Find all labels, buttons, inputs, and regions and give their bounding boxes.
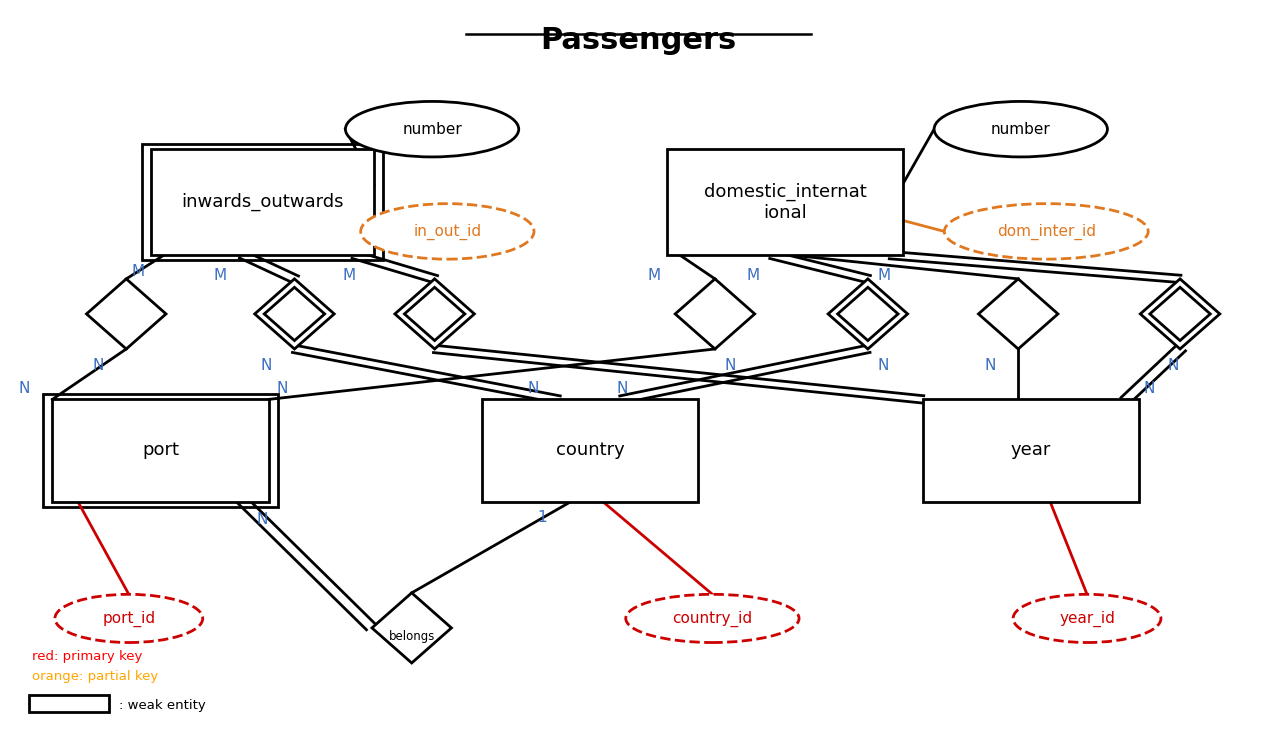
Ellipse shape (626, 594, 799, 643)
Polygon shape (405, 287, 465, 341)
Polygon shape (978, 279, 1057, 349)
Text: M: M (877, 268, 890, 283)
Text: orange: partial key: orange: partial key (32, 670, 158, 683)
Text: N: N (19, 381, 31, 396)
Polygon shape (838, 287, 898, 341)
Text: number: number (402, 122, 462, 136)
Polygon shape (1149, 287, 1211, 341)
Text: red: primary key: red: primary key (32, 650, 142, 663)
Text: M: M (132, 264, 144, 279)
Text: N: N (276, 381, 287, 396)
Text: N: N (1144, 381, 1156, 396)
Polygon shape (254, 279, 335, 349)
Ellipse shape (944, 204, 1148, 259)
Text: port: port (142, 441, 179, 460)
Text: belongs: belongs (388, 630, 435, 643)
Text: year_id: year_id (1059, 611, 1115, 627)
Polygon shape (1140, 279, 1220, 349)
Ellipse shape (360, 204, 534, 259)
Bar (151, 150, 374, 255)
Text: in_out_id: in_out_id (414, 224, 481, 240)
Text: 1: 1 (536, 510, 547, 525)
Text: N: N (257, 512, 268, 527)
Bar (142, 144, 383, 260)
Text: N: N (527, 381, 539, 396)
Text: N: N (1168, 358, 1180, 372)
Polygon shape (827, 279, 908, 349)
Bar (52, 399, 269, 501)
Ellipse shape (55, 594, 203, 643)
Text: M: M (747, 268, 760, 283)
Text: country: country (555, 441, 624, 460)
Text: port_id: port_id (102, 611, 156, 627)
Bar (481, 399, 699, 501)
Text: Passengers: Passengers (540, 26, 737, 55)
Text: N: N (261, 358, 272, 372)
Text: : weak entity: : weak entity (119, 699, 206, 712)
Text: N: N (92, 358, 103, 372)
Text: M: M (647, 268, 661, 283)
Bar (43, 394, 278, 507)
Text: M: M (342, 268, 355, 283)
Ellipse shape (346, 101, 518, 157)
Text: number: number (991, 122, 1051, 136)
Text: country_id: country_id (673, 611, 752, 627)
Text: N: N (985, 358, 996, 372)
Text: domestic_internat
ional: domestic_internat ional (704, 183, 866, 222)
Text: N: N (877, 358, 889, 372)
Polygon shape (372, 593, 452, 663)
Bar (923, 399, 1139, 501)
Text: year: year (1011, 441, 1051, 460)
Text: N: N (724, 358, 736, 372)
Text: M: M (215, 268, 227, 283)
Text: inwards_outwards: inwards_outwards (181, 193, 344, 211)
Text: dom_inter_id: dom_inter_id (997, 224, 1096, 240)
Polygon shape (87, 279, 166, 349)
Polygon shape (264, 287, 324, 341)
Polygon shape (395, 279, 474, 349)
Polygon shape (676, 279, 755, 349)
Text: N: N (617, 381, 627, 396)
Ellipse shape (933, 101, 1107, 157)
Bar (667, 150, 903, 255)
Ellipse shape (1013, 594, 1161, 643)
